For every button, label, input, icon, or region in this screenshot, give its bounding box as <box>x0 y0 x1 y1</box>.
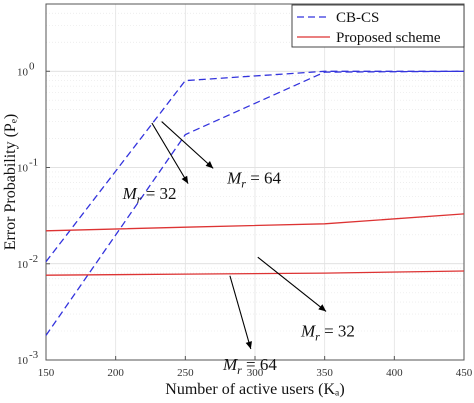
y-tick-label: 10 <box>17 66 29 78</box>
annotation-arrow <box>151 122 189 184</box>
x-tick-label: 350 <box>316 367 333 379</box>
x-tick-label: 450 <box>456 367 473 379</box>
annotation-label: Mr = 32 <box>122 184 177 206</box>
legend-box <box>291 4 465 48</box>
x-tick-label: 250 <box>177 367 194 379</box>
annotation-arrowhead <box>245 341 252 350</box>
series-line-proposed-scheme-32 <box>45 213 465 232</box>
annotation-label: Mr = 64 <box>226 169 281 191</box>
series-lines <box>45 70 465 336</box>
legend: CB-CS Proposed scheme <box>291 4 465 48</box>
y-tick-label: 10 <box>17 355 29 367</box>
x-tick-label: 200 <box>107 367 124 379</box>
series-line-proposed-scheme-64 <box>45 270 465 276</box>
x-tick-label: 400 <box>386 367 403 379</box>
annotation-arrowhead <box>181 175 189 184</box>
legend-label: CB-CS <box>336 10 379 26</box>
x-tick-label: 150 <box>38 367 55 379</box>
series-line-cb-cs-64 <box>45 70 465 336</box>
x-tick-label: 300 <box>247 367 264 379</box>
y-tick-exponent: -2 <box>29 253 38 265</box>
y-tick-exponent: -3 <box>29 349 39 361</box>
y-tick-exponent: 0 <box>29 60 35 72</box>
annotation-arrowhead <box>318 304 327 312</box>
y-tick-exponent: -1 <box>29 157 38 169</box>
annotation-arrow <box>229 275 252 350</box>
annotation-arrow <box>161 121 214 169</box>
annotation-label: Mr = 64 <box>222 355 277 377</box>
annotation-arrowhead <box>205 161 214 169</box>
annotation-label: Mr = 32 <box>300 322 355 344</box>
y-tick-label: 10 <box>17 259 29 271</box>
annotations: Mr = 32 Mr = 64 Mr = 32 Mr = 64 <box>122 121 355 377</box>
annotation-arrow <box>257 256 327 312</box>
series-line-cb-cs-32 <box>45 70 464 263</box>
y-tick-label: 10 <box>17 163 29 175</box>
y-axis-label: Error Probability (Pₑ) <box>2 114 19 251</box>
x-axis-label: Number of active users (Kₐ) <box>165 381 344 398</box>
legend-label: Proposed scheme <box>336 30 441 46</box>
